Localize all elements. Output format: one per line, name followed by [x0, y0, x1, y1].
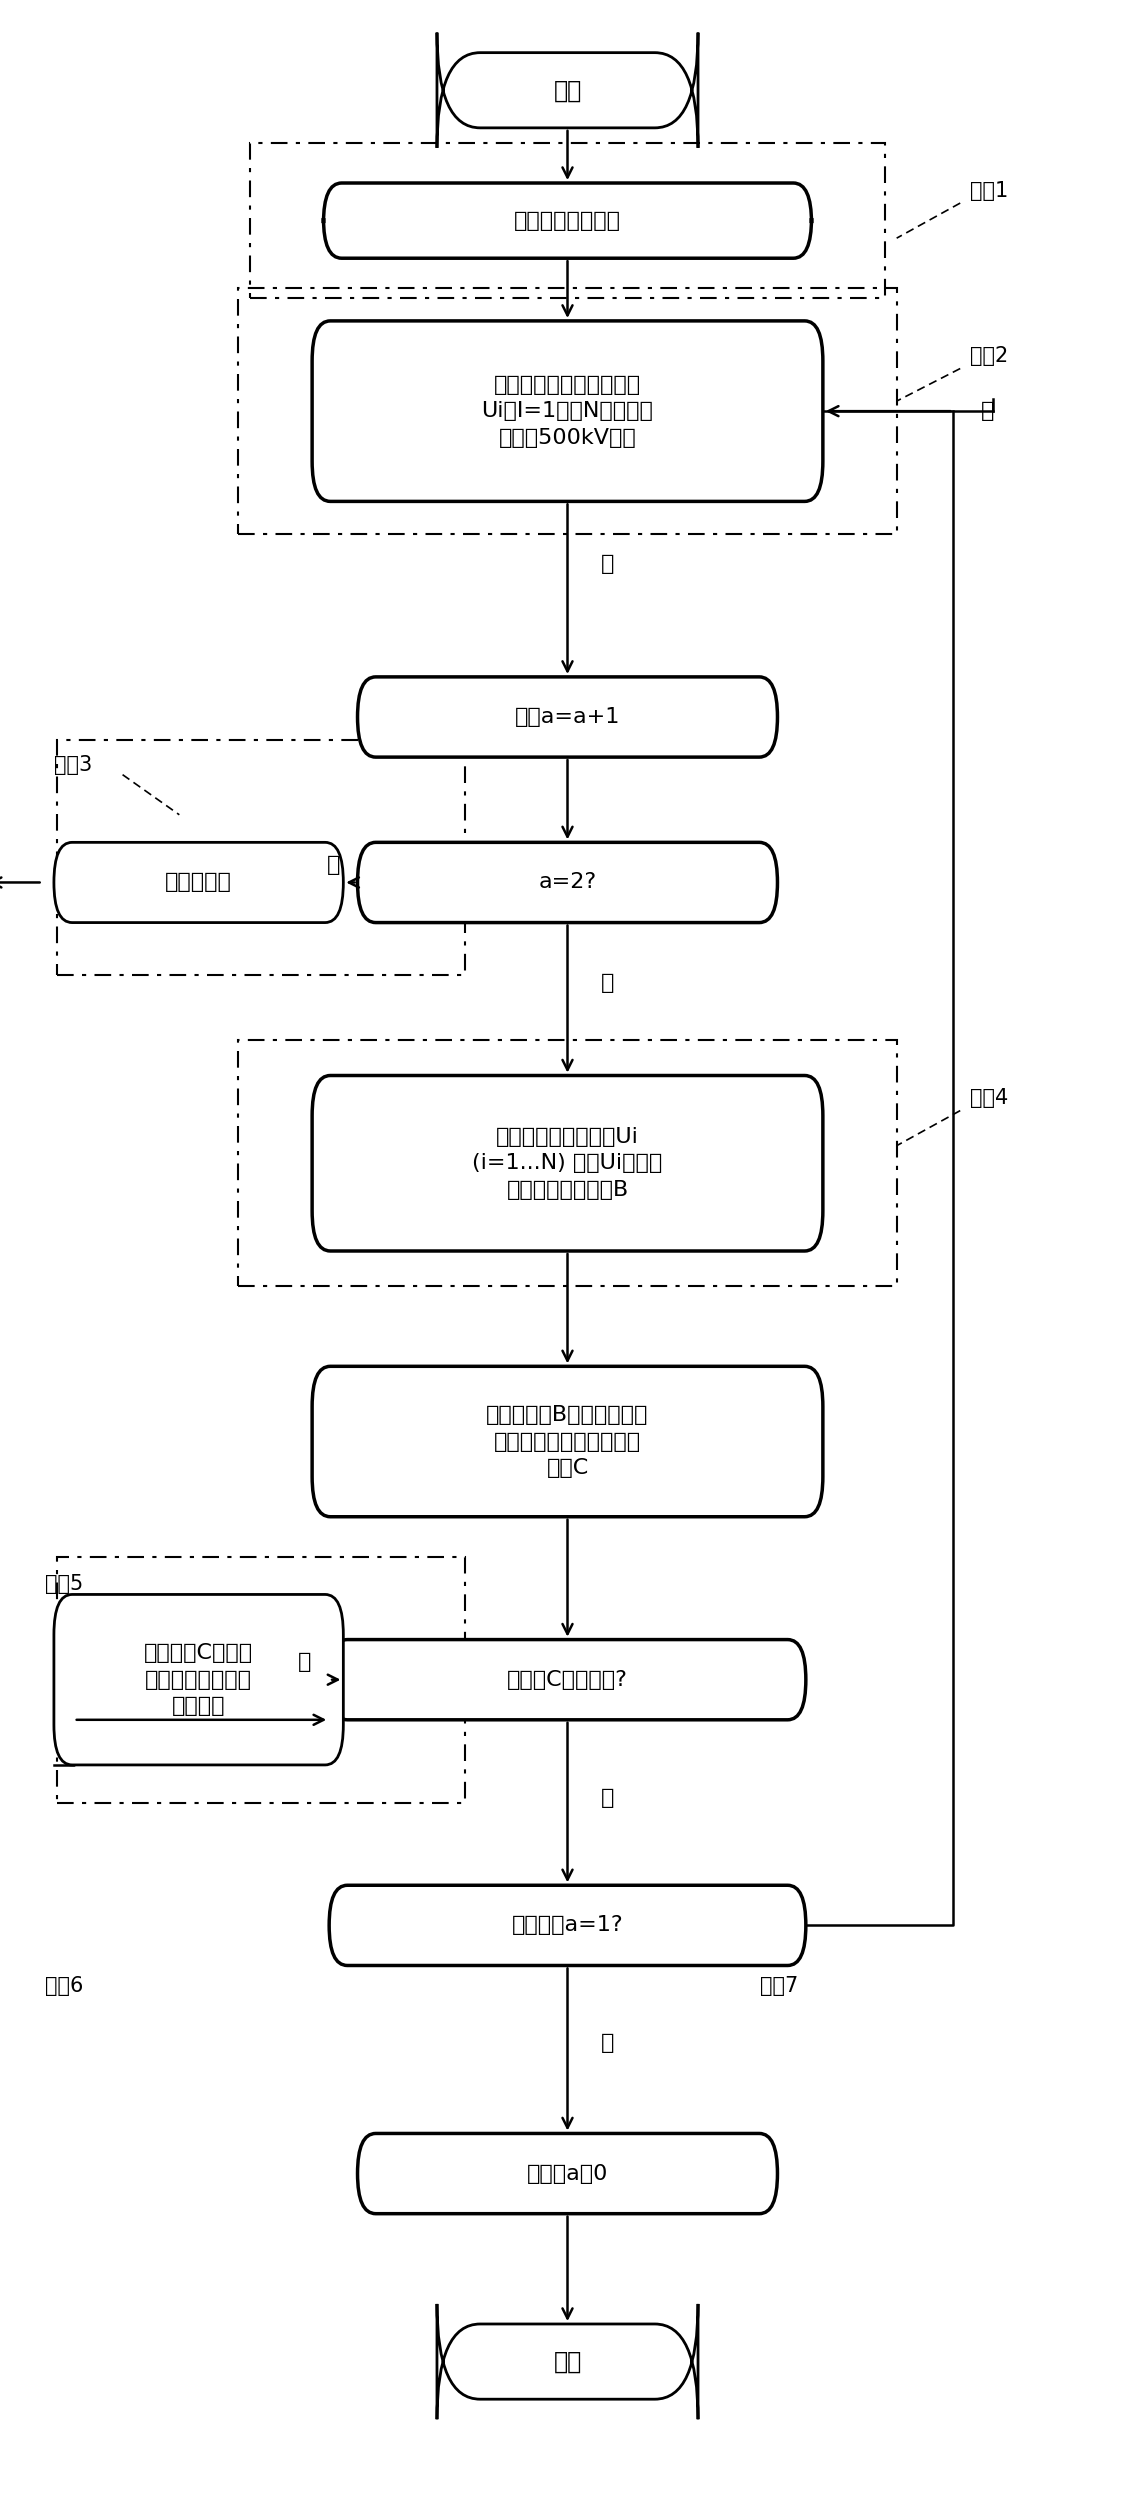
FancyBboxPatch shape	[329, 1640, 806, 1720]
Text: 步骤6: 步骤6	[45, 1976, 84, 1996]
FancyBboxPatch shape	[53, 842, 343, 923]
FancyBboxPatch shape	[312, 1366, 823, 1517]
Bar	[57, 740, 465, 975]
FancyBboxPatch shape	[437, 33, 698, 148]
Text: a=2?: a=2?	[538, 872, 597, 892]
Text: 厂站集C是否为空?: 厂站集C是否为空?	[507, 1670, 628, 1690]
Bar	[250, 143, 885, 298]
Text: 步骤5: 步骤5	[45, 1574, 84, 1594]
Text: 检测直流近区变电站电压
Ui（I=1。。N）是否存
在小于500kV情况: 检测直流近区变电站电压 Ui（I=1。。N）是否存 在小于500kV情况	[481, 374, 654, 449]
Bar	[238, 1040, 897, 1286]
Text: 结束: 结束	[554, 2349, 581, 2374]
FancyBboxPatch shape	[323, 183, 812, 258]
Bar	[57, 1557, 465, 1803]
Text: 否: 否	[981, 401, 994, 421]
FancyBboxPatch shape	[358, 842, 777, 923]
Text: 筛选厂站集B中有可用电容
或可用电抗厂站，纳入厂
站集C: 筛选厂站集B中有可用电容 或可用电抗厂站，纳入厂 站集C	[486, 1404, 649, 1479]
Text: 检测直流闭锁信号: 检测直流闭锁信号	[514, 211, 621, 231]
Text: 将厂站集C中各厂
站投一组电容或退
一组电抗: 将厂站集C中各厂 站投一组电容或退 一组电抗	[144, 1642, 253, 1717]
Text: 开始: 开始	[554, 78, 581, 103]
Text: 编号a=a+1: 编号a=a+1	[515, 707, 620, 727]
Text: 判断编号a=1?: 判断编号a=1?	[512, 1915, 623, 1935]
Text: 否: 否	[297, 1652, 311, 1672]
FancyBboxPatch shape	[329, 1885, 806, 1965]
Text: 步骤2: 步骤2	[970, 346, 1009, 366]
FancyBboxPatch shape	[358, 2133, 777, 2214]
FancyBboxPatch shape	[312, 321, 823, 501]
FancyBboxPatch shape	[437, 2304, 698, 2419]
Bar	[238, 288, 897, 534]
Text: 步骤4: 步骤4	[970, 1088, 1009, 1108]
Text: 步骤3: 步骤3	[54, 755, 93, 775]
Text: 步骤1: 步骤1	[970, 181, 1009, 201]
Text: 将编号a置0: 将编号a置0	[527, 2164, 608, 2184]
FancyBboxPatch shape	[53, 1594, 343, 1765]
FancyBboxPatch shape	[358, 677, 777, 757]
Text: 否: 否	[600, 2033, 614, 2053]
Text: 否: 否	[600, 973, 614, 993]
Text: 调相机强励: 调相机强励	[166, 872, 232, 892]
Text: 是: 是	[600, 1787, 614, 1808]
Text: 是: 是	[600, 554, 614, 574]
Text: 步骤7: 步骤7	[760, 1976, 799, 1996]
Text: 筛选近区厂站中电压Ui
(i=1...N) 小于Ui阈值的
厂站，纳入厂站集B: 筛选近区厂站中电压Ui (i=1...N) 小于Ui阈值的 厂站，纳入厂站集B	[472, 1126, 663, 1201]
Text: 是: 是	[327, 855, 340, 875]
FancyBboxPatch shape	[312, 1076, 823, 1251]
